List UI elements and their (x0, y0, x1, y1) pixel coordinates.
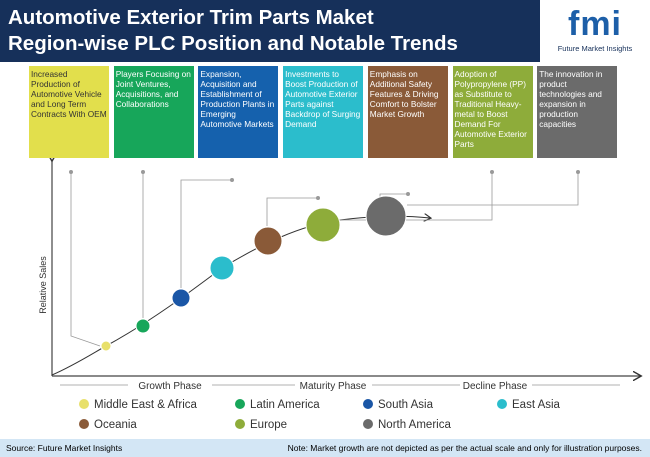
connector-dots (69, 170, 580, 200)
logo-mark: fmi (568, 5, 622, 43)
plc-diagram: Relative Sales Growth Phase Maturity Phas… (38, 0, 650, 431)
legend-label: Europe (250, 419, 287, 431)
region-marker (365, 195, 407, 237)
legend-label: Oceania (94, 419, 137, 431)
title: Region-wise PLC Position and Notable Tre… (8, 32, 458, 55)
trend-box: The innovation in product technologies a… (537, 66, 618, 158)
legend-swatch (79, 399, 89, 409)
region-marker (209, 255, 235, 281)
trend-box: Adoption of Polypropylene (PP) as Substi… (452, 66, 533, 158)
legend-swatch (497, 399, 507, 409)
legend-swatch (235, 399, 245, 409)
phase-label: Decline Phase (463, 381, 528, 392)
region-marker (135, 318, 151, 334)
region-marker (100, 340, 112, 352)
logo-subtitle: Future Market Insights (557, 44, 633, 53)
trend-box: Expansion, Acquisition and Establishment… (198, 66, 279, 158)
region-marker (171, 288, 191, 308)
legend-swatch (235, 419, 245, 429)
legend-swatch (363, 399, 373, 409)
title: Automotive Exterior Trim Parts Maket (8, 6, 374, 29)
trend-box: Increased Production of Automotive Vehic… (29, 66, 109, 158)
footer: Source: Future Market Insights Note: Mar… (0, 439, 650, 457)
plc-curve (51, 216, 430, 376)
legend-label: Latin America (250, 399, 320, 411)
trend-box: Players Focusing on Joint Ventures, Acqu… (113, 66, 194, 158)
trend-box: Emphasis on Additional Safety Features &… (367, 66, 448, 158)
region-marker (305, 207, 341, 243)
legend-swatch (363, 419, 373, 429)
legend-label: Middle East & Africa (94, 399, 198, 411)
logo: fmi Future Market Insights (540, 0, 650, 62)
region-marker (253, 226, 283, 256)
legend-label: South Asia (378, 399, 434, 411)
legend-label: East Asia (512, 399, 561, 411)
header: Automotive Exterior Trim Parts Maket Reg… (0, 0, 540, 62)
note: Note: Market growth are not depicted as … (287, 443, 642, 453)
y-axis-label: Relative Sales (38, 256, 48, 314)
source: Source: Future Market Insights (6, 443, 123, 453)
legend-swatch (79, 419, 89, 429)
phase-label: Maturity Phase (300, 381, 367, 392)
legend-label: North America (378, 419, 451, 431)
trend-box: Investments to Boost Production of Autom… (283, 66, 364, 158)
phase-label: Growth Phase (138, 381, 202, 392)
